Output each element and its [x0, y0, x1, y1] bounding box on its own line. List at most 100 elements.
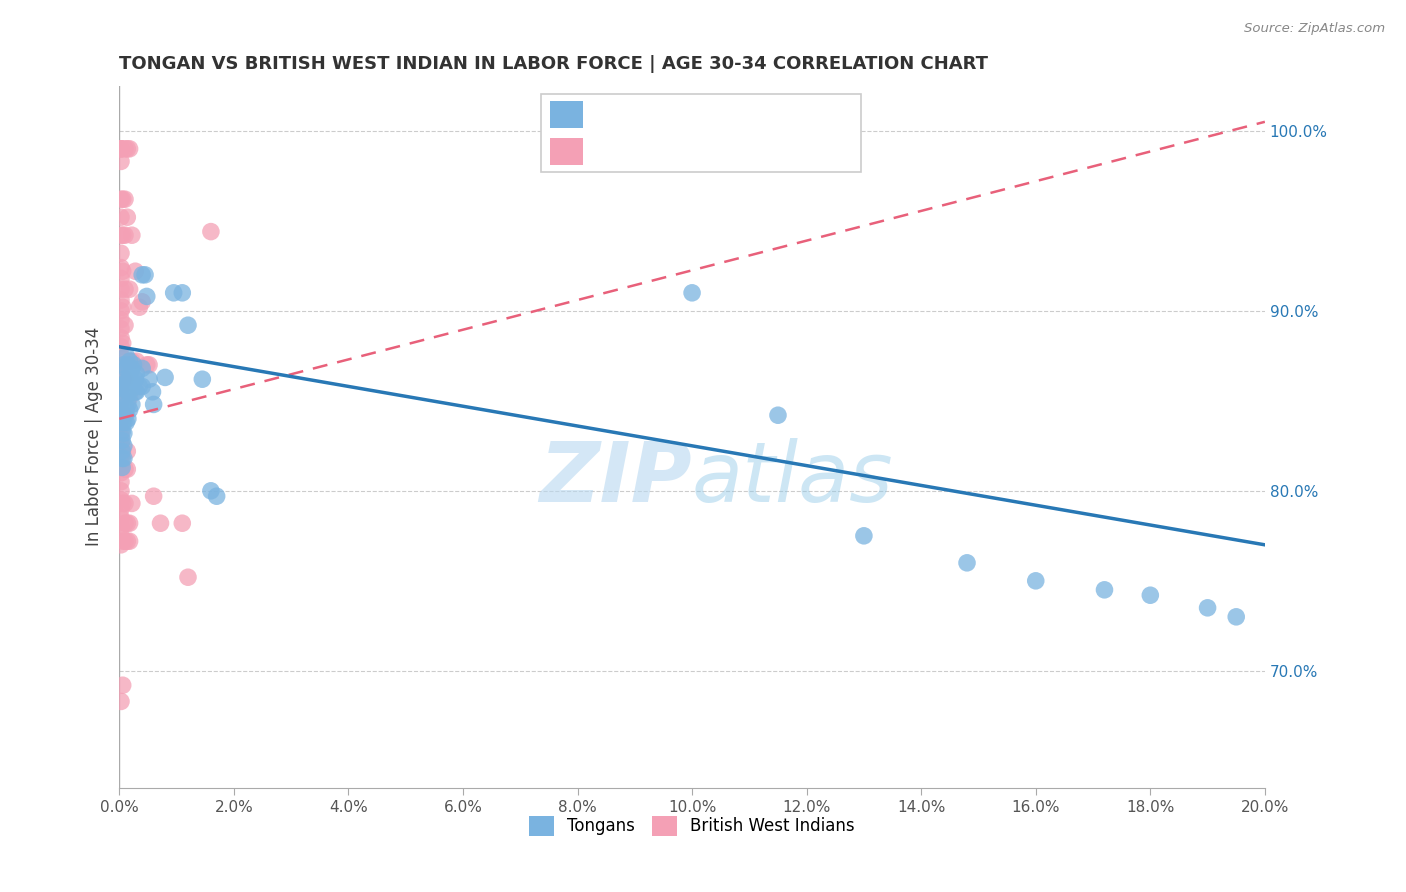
Point: [111, 228, 134, 243]
Point: [111, 496, 134, 510]
Point: [110, 154, 132, 169]
Point: [114, 372, 136, 386]
Point: [110, 322, 132, 336]
Point: [125, 384, 148, 399]
Point: [115, 390, 138, 404]
Point: [118, 354, 141, 368]
Point: [124, 384, 146, 399]
Point: [111, 534, 134, 549]
Point: [111, 408, 134, 422]
Point: [118, 402, 141, 417]
Point: [114, 142, 136, 156]
Point: [121, 397, 143, 411]
Text: Source: ZipAtlas.com: Source: ZipAtlas.com: [1244, 22, 1385, 36]
Point: [121, 379, 143, 393]
Point: [205, 489, 228, 503]
Point: [1197, 600, 1219, 615]
Point: [110, 501, 132, 516]
Point: [110, 402, 132, 417]
Point: [110, 367, 132, 381]
Point: [110, 694, 132, 708]
Point: [125, 354, 148, 368]
Point: [142, 489, 165, 503]
Point: [115, 402, 138, 417]
Point: [114, 282, 136, 296]
Y-axis label: In Labor Force | Age 30-34: In Labor Force | Age 30-34: [86, 327, 103, 547]
Point: [118, 142, 141, 156]
Point: [117, 444, 139, 458]
Point: [131, 268, 153, 282]
Point: [128, 300, 150, 314]
Point: [110, 142, 132, 156]
Point: [110, 349, 132, 363]
Point: [766, 408, 789, 422]
Point: [110, 376, 132, 390]
Point: [172, 285, 194, 300]
Point: [200, 225, 222, 239]
Point: [200, 483, 222, 498]
Point: [111, 434, 134, 448]
Point: [124, 264, 146, 278]
Point: [110, 331, 132, 345]
Point: [121, 354, 143, 368]
Point: [111, 372, 134, 386]
Point: [122, 376, 145, 390]
Point: [114, 318, 136, 333]
Point: [110, 142, 132, 156]
Point: [1094, 582, 1116, 597]
Point: [110, 529, 132, 543]
Point: [172, 516, 194, 531]
Point: [117, 384, 139, 399]
Point: [122, 358, 145, 372]
Point: [112, 358, 135, 372]
Point: [112, 451, 135, 466]
Point: [681, 285, 703, 300]
Point: [118, 516, 141, 531]
Text: ZIP: ZIP: [540, 439, 692, 519]
Point: [128, 379, 150, 393]
Point: [110, 246, 132, 260]
Point: [112, 426, 135, 441]
Point: [114, 462, 136, 476]
Point: [110, 492, 132, 507]
Point: [142, 397, 165, 411]
Point: [111, 336, 134, 351]
Point: [110, 417, 132, 432]
Point: [110, 393, 132, 408]
Point: [110, 457, 132, 471]
Point: [110, 192, 132, 206]
Point: [118, 534, 141, 549]
Point: [1225, 610, 1247, 624]
Point: [138, 358, 160, 372]
Point: [124, 372, 146, 386]
Point: [110, 228, 132, 243]
Point: [1025, 574, 1047, 588]
Point: [110, 282, 132, 296]
Point: [112, 402, 135, 417]
Point: [141, 384, 163, 399]
Point: [111, 300, 134, 314]
Point: [118, 372, 141, 386]
Point: [111, 406, 134, 420]
Point: [135, 358, 157, 372]
Point: [112, 416, 135, 430]
Point: [131, 361, 153, 376]
Point: [111, 451, 134, 466]
Point: [117, 462, 139, 476]
Point: [111, 444, 134, 458]
Point: [111, 425, 134, 439]
Point: [153, 370, 176, 384]
Point: [112, 390, 135, 404]
Point: [115, 349, 138, 363]
Point: [112, 439, 135, 453]
Point: [111, 416, 134, 430]
Point: [117, 142, 139, 156]
Point: [114, 192, 136, 206]
Point: [117, 412, 139, 426]
Point: [110, 442, 132, 457]
Point: [110, 271, 132, 285]
Point: [111, 192, 134, 206]
Point: [135, 289, 157, 303]
Point: [117, 397, 139, 411]
Point: [117, 534, 139, 549]
